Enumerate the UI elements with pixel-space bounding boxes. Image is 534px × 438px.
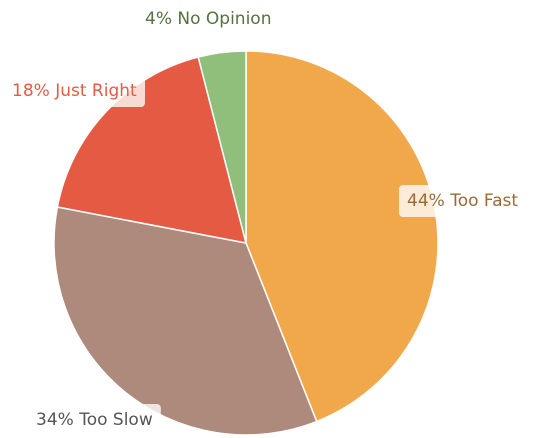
- label-background: [4, 75, 146, 107]
- category-label: Too Slow: [78, 410, 153, 430]
- pie-slice: [53, 206, 318, 436]
- category-label: Too Fast: [449, 191, 518, 211]
- category-label: Just Right: [54, 81, 137, 101]
- category-label: No Opinion: [177, 9, 271, 29]
- value-label: 44%: [407, 191, 445, 211]
- slice-label-text: 4% No Opinion: [145, 9, 271, 29]
- label-background: [399, 185, 527, 217]
- label-background: [28, 404, 161, 436]
- slice-label: 44% Too Fast: [399, 185, 527, 217]
- slice-label: 4% No Opinion: [137, 3, 280, 35]
- slice-label: 18% Just Right: [4, 75, 146, 107]
- value-label: 34%: [36, 410, 74, 430]
- label-background: [137, 3, 280, 35]
- pie-slice: [56, 56, 248, 244]
- pie-slice: [197, 50, 247, 244]
- slice-label-text: 18% Just Right: [12, 81, 137, 101]
- slice-label: 34% Too Slow: [28, 404, 161, 436]
- slice-label-text: 34% Too Slow: [36, 410, 153, 430]
- value-label: 18%: [12, 81, 50, 101]
- value-label: 4%: [145, 9, 172, 29]
- slice-label-text: 44% Too Fast: [407, 191, 518, 211]
